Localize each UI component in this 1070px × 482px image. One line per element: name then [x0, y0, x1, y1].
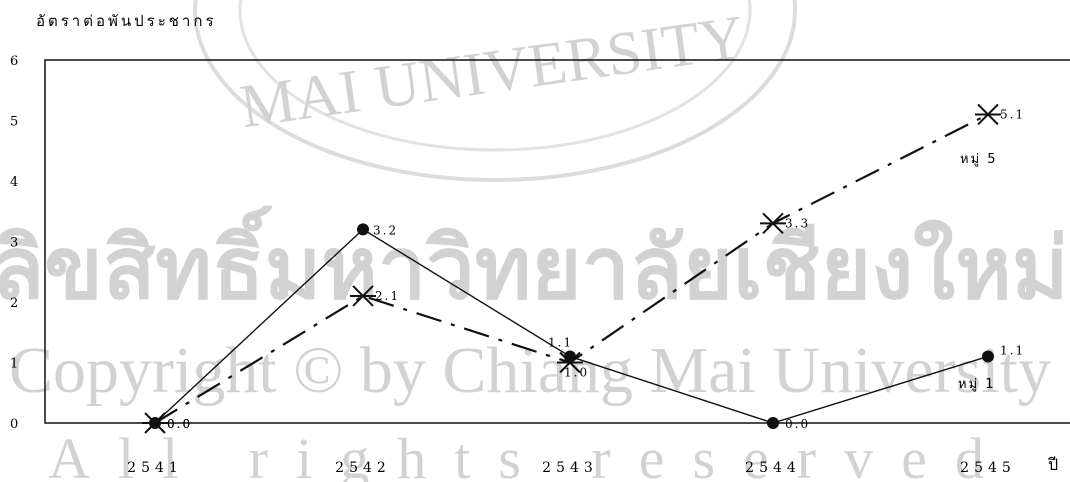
series-labels: หมู่ 5 หมู่ 1 — [958, 152, 998, 392]
x-tick-label: 2541 — [127, 460, 183, 476]
data-point-asterisk — [557, 351, 583, 374]
y-tick-label: 0 — [10, 417, 18, 432]
watermark-rights-text: All rights reserved — [48, 426, 1012, 482]
y-tick-label: 5 — [10, 115, 18, 130]
y-tick-label: 2 — [10, 296, 18, 311]
data-point-dot — [357, 223, 369, 236]
x-axis-ticks: 2541 2542 2543 2544 2545 — [127, 460, 1016, 476]
x-tick-label: 2545 — [960, 460, 1016, 476]
x-tick-label: 2543 — [542, 460, 598, 476]
data-point-asterisk — [975, 103, 1001, 126]
watermark-seal-outer-ring — [193, 0, 797, 182]
data-label: 3.2 — [373, 223, 398, 237]
plot-area-frame — [44, 59, 1070, 424]
x-tick-label: 2544 — [745, 460, 801, 476]
data-label: 1.1 — [1000, 343, 1025, 357]
data-label: 1.1 — [548, 335, 573, 349]
data-label: 1.0 — [564, 366, 589, 380]
data-label: 0.0 — [167, 417, 192, 431]
series-layer: 0.03.21.10.01.10.02.11.03.35.1 — [142, 103, 1025, 434]
watermark-thai-text: ลิขสิทธิ์มหาวิทยาลัยเชียงใหม่ — [0, 205, 1069, 319]
data-label: 2.1 — [375, 289, 400, 303]
data-point-asterisk — [760, 212, 786, 235]
data-point-asterisk — [142, 412, 168, 434]
y-tick-label: 4 — [10, 175, 18, 190]
x-axis-title: ปี — [1048, 455, 1059, 474]
data-label: 3.3 — [785, 216, 810, 230]
data-point-dot — [982, 350, 994, 363]
y-axis-ticks: 0 1 2 3 4 5 6 — [10, 54, 18, 432]
data-point-dot — [767, 417, 779, 429]
data-point-asterisk — [350, 285, 376, 307]
data-label: 0.0 — [167, 417, 192, 431]
x-tick-label: 2542 — [335, 460, 391, 476]
watermark-copyright-text: Copyright © by Chiang Mai University — [9, 334, 1051, 407]
data-label: 0.0 — [785, 417, 810, 431]
series-line-1 — [154, 228, 989, 424]
y-tick-label: 1 — [10, 357, 18, 372]
watermark-seal-inner-ring — [238, 0, 752, 152]
series-label-group-1: หมู่ 1 — [958, 377, 996, 392]
y-axis-title: อัตราต่อพันประชากร — [36, 12, 217, 30]
y-tick-label: 6 — [10, 54, 18, 69]
series-label-group-5: หมู่ 5 — [960, 152, 998, 167]
data-label: 5.1 — [1000, 107, 1025, 121]
y-tick-label: 3 — [10, 236, 18, 251]
